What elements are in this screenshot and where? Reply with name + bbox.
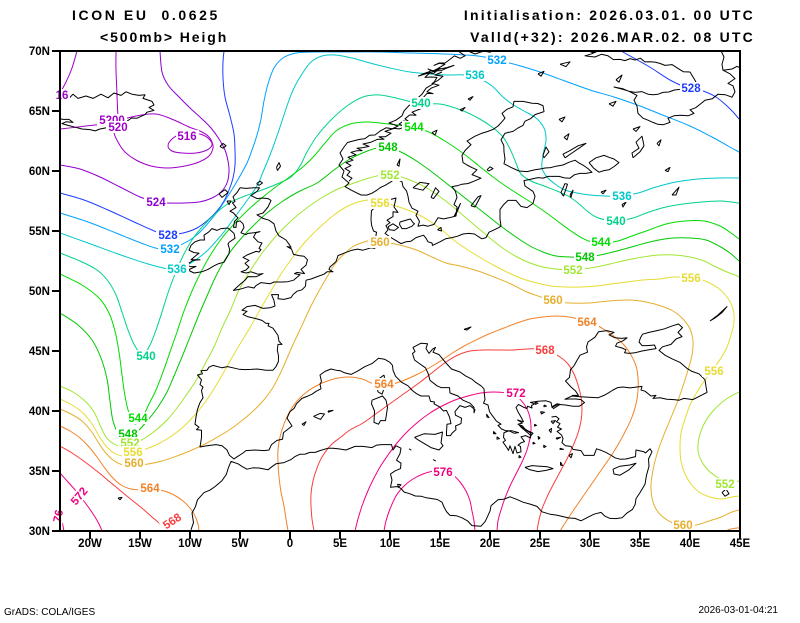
svg-text:536: 536 bbox=[465, 70, 484, 82]
svg-text:536: 536 bbox=[612, 191, 631, 203]
svg-text:576: 576 bbox=[433, 467, 452, 479]
svg-text:532: 532 bbox=[160, 244, 179, 256]
svg-text:560: 560 bbox=[124, 458, 143, 470]
svg-text:552: 552 bbox=[715, 479, 734, 491]
svg-text:<500mb> Heigh: <500mb> Heigh bbox=[100, 29, 228, 45]
svg-text:55N: 55N bbox=[29, 226, 50, 238]
svg-text:524: 524 bbox=[146, 197, 166, 209]
svg-text:544: 544 bbox=[128, 413, 148, 425]
svg-text:16: 16 bbox=[56, 90, 69, 102]
svg-text:548: 548 bbox=[378, 142, 398, 154]
svg-text:572: 572 bbox=[506, 388, 525, 400]
svg-text:532: 532 bbox=[487, 55, 506, 67]
svg-text:540: 540 bbox=[411, 98, 430, 110]
svg-text:10E: 10E bbox=[380, 538, 401, 550]
svg-text:50N: 50N bbox=[29, 286, 50, 298]
svg-text:540: 540 bbox=[606, 216, 625, 228]
svg-text:35N: 35N bbox=[29, 466, 50, 478]
svg-text:20W: 20W bbox=[78, 538, 102, 550]
svg-text:564: 564 bbox=[140, 483, 160, 495]
svg-text:45N: 45N bbox=[29, 346, 50, 358]
svg-text:76: 76 bbox=[52, 509, 66, 524]
svg-text:528: 528 bbox=[158, 230, 178, 242]
svg-text:ICON EU 0.0625: ICON EU 0.0625 bbox=[72, 7, 220, 23]
svg-text:30E: 30E bbox=[580, 538, 601, 550]
svg-text:GrADS: COLA/IGES: GrADS: COLA/IGES bbox=[4, 607, 95, 618]
svg-text:556: 556 bbox=[681, 273, 700, 285]
svg-text:35E: 35E bbox=[630, 538, 651, 550]
svg-text:556: 556 bbox=[370, 198, 389, 210]
svg-text:70N: 70N bbox=[29, 46, 50, 58]
svg-text:2026-03-01-04:21: 2026-03-01-04:21 bbox=[698, 605, 778, 616]
svg-text:60N: 60N bbox=[29, 166, 50, 178]
svg-text:552: 552 bbox=[563, 265, 582, 277]
svg-text:0: 0 bbox=[287, 538, 293, 550]
svg-text:5E: 5E bbox=[333, 538, 347, 550]
svg-text:564: 564 bbox=[577, 317, 597, 329]
svg-text:Valld(+32): 2026.MAR.02. 08 UT: Valld(+32): 2026.MAR.02. 08 UTC bbox=[470, 29, 755, 45]
svg-text:540: 540 bbox=[136, 351, 155, 363]
svg-text:Initialisation: 2026.03.01. 00: Initialisation: 2026.03.01. 00 UTC bbox=[464, 7, 755, 23]
svg-text:15W: 15W bbox=[128, 538, 152, 550]
svg-text:20E: 20E bbox=[480, 538, 501, 550]
svg-text:30N: 30N bbox=[29, 526, 50, 538]
svg-text:560: 560 bbox=[673, 520, 692, 532]
svg-text:528: 528 bbox=[681, 83, 701, 95]
svg-text:556: 556 bbox=[123, 447, 142, 459]
svg-text:564: 564 bbox=[374, 379, 394, 391]
svg-text:560: 560 bbox=[370, 237, 389, 249]
svg-text:552: 552 bbox=[380, 170, 399, 182]
svg-text:560: 560 bbox=[543, 295, 562, 307]
svg-text:568: 568 bbox=[535, 345, 555, 357]
svg-text:544: 544 bbox=[591, 237, 611, 249]
svg-text:65N: 65N bbox=[29, 106, 50, 118]
svg-text:40E: 40E bbox=[680, 538, 701, 550]
svg-text:10W: 10W bbox=[178, 538, 202, 550]
svg-text:40N: 40N bbox=[29, 406, 50, 418]
svg-text:5W: 5W bbox=[231, 538, 248, 550]
svg-text:548: 548 bbox=[575, 252, 595, 264]
svg-text:25E: 25E bbox=[530, 538, 551, 550]
svg-text:556: 556 bbox=[704, 366, 723, 378]
svg-text:516: 516 bbox=[177, 131, 196, 143]
svg-text:544: 544 bbox=[404, 122, 424, 134]
svg-text:45E: 45E bbox=[730, 538, 751, 550]
svg-text:15E: 15E bbox=[430, 538, 451, 550]
svg-text:520: 520 bbox=[108, 122, 127, 134]
svg-text:536: 536 bbox=[167, 264, 186, 276]
